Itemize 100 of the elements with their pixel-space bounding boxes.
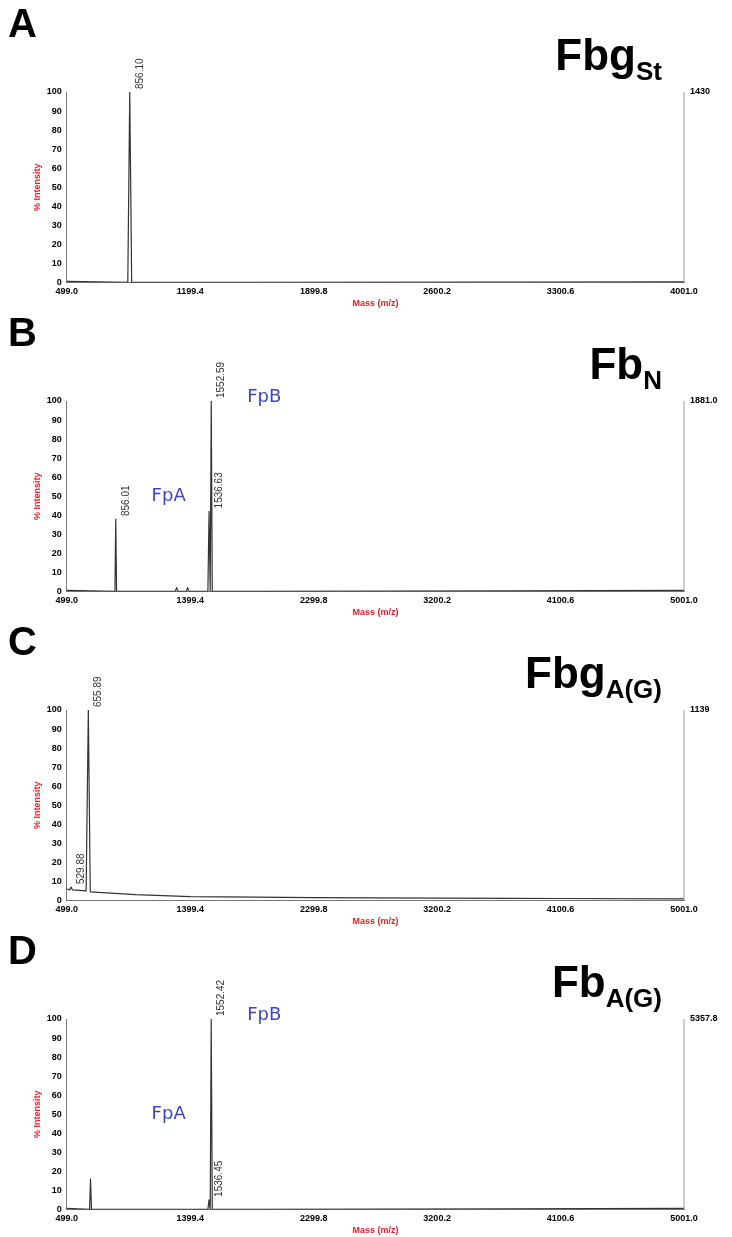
x-tick-label: 5001.0 [670, 904, 698, 915]
y-tick-label: 50 [51, 799, 62, 810]
chart-title: Fbg$_{A(G)}$ [525, 648, 662, 705]
text: 1881.0 [690, 395, 718, 406]
text: 1430 [690, 86, 711, 97]
y-axis-title: % Intensity [31, 472, 42, 520]
y-tick-label: 70 [51, 1070, 62, 1081]
x-tick-label: 4001.0 [670, 286, 698, 297]
y-tick-label: 50 [51, 181, 62, 192]
x-tick-label: 499.0 [55, 904, 79, 915]
annotation: 1536.63 [212, 471, 224, 509]
y-tick-label: 80 [51, 1051, 62, 1062]
annotation: 1536.45 [212, 1160, 224, 1197]
annotation: FpA [151, 483, 187, 505]
chart-title: Fbg$_{St}$ [555, 30, 662, 87]
x-tick-label: 1399.4 [176, 1213, 205, 1224]
y-tick-label: 30 [51, 219, 62, 230]
text: B [8, 310, 37, 355]
x-tick-label: 1399.4 [176, 904, 205, 915]
y-tick-label: 50 [51, 490, 62, 501]
x-tick-label: 1199.4 [176, 286, 204, 297]
x-tick-label: 4100.6 [546, 904, 575, 915]
y-tick-label: 20 [51, 1165, 62, 1176]
x-tick-label: 499.0 [55, 1213, 79, 1224]
chart-title: Fb$_{A(G)}$ [551, 957, 662, 1014]
x-tick-label: 2299.8 [299, 904, 328, 915]
text: C [8, 619, 37, 664]
y-tick-label: 100 [46, 1013, 62, 1024]
y-tick-label: 80 [51, 433, 62, 444]
annotation: FpB [247, 384, 282, 406]
y-axis-title: % Intensity [31, 1090, 42, 1138]
x-tick-label: 499.0 [55, 595, 79, 606]
annotation: 655.89 [92, 675, 104, 707]
x-tick-label: 3200.2 [423, 904, 451, 915]
y-tick-label: 90 [51, 414, 62, 425]
y-tick-label: 100 [46, 86, 62, 97]
y-tick-label: 40 [51, 1127, 62, 1138]
x-tick-label: 1899.8 [299, 286, 328, 297]
y-tick-label: 90 [51, 1032, 62, 1043]
y-tick-label: 100 [46, 395, 62, 406]
y-tick-label: 40 [51, 200, 62, 211]
y-axis-title: % Intensity [31, 163, 42, 211]
x-tick-label: 2299.8 [299, 595, 328, 606]
text: A [8, 1, 37, 46]
y-axis-title: % Intensity [31, 781, 42, 829]
y-tick-label: 10 [51, 1184, 62, 1195]
y-tick-label: 30 [51, 837, 62, 848]
x-tick-label: 2600.2 [423, 286, 451, 297]
y-tick-label: 40 [51, 509, 62, 520]
x-tick-label: 5001.0 [670, 1213, 698, 1224]
x-tick-label: 3200.2 [423, 1213, 451, 1224]
text: 5357.8 [690, 1013, 718, 1024]
y-tick-label: 10 [51, 566, 62, 577]
y-tick-label: 20 [51, 547, 62, 558]
annotation: 529.88 [74, 853, 86, 885]
y-tick-label: 80 [51, 124, 62, 135]
y-tick-label: 60 [51, 1089, 62, 1100]
annotation: FpA [151, 1101, 187, 1123]
x-tick-label: 3200.2 [423, 595, 451, 606]
y-tick-label: 80 [51, 742, 62, 753]
text: 1139 [690, 704, 710, 715]
y-tick-label: 90 [51, 723, 62, 734]
chart-title: Fb$_{N}$ [589, 339, 662, 396]
x-tick-label: 3300.6 [546, 286, 575, 297]
y-tick-label: 40 [51, 818, 62, 829]
y-tick-label: 0 [56, 1203, 62, 1214]
y-tick-label: 100 [46, 704, 62, 715]
y-tick-label: 70 [51, 452, 62, 463]
annotation: FpB [247, 1002, 282, 1024]
x-axis-title: Mass (m/z) [352, 298, 399, 309]
y-tick-label: 30 [51, 1146, 62, 1157]
y-tick-label: 10 [51, 875, 62, 886]
x-tick-label: 2299.8 [299, 1213, 328, 1224]
y-tick-label: 0 [56, 585, 62, 596]
y-tick-label: 0 [56, 894, 62, 905]
x-tick-label: 499.0 [55, 286, 79, 297]
y-tick-label: 50 [51, 1108, 62, 1119]
y-tick-label: 60 [51, 162, 62, 173]
x-axis-title: Mass (m/z) [352, 916, 399, 927]
y-tick-label: 60 [51, 471, 62, 482]
y-tick-label: 30 [51, 528, 62, 539]
x-tick-label: 4100.6 [546, 595, 575, 606]
y-tick-label: 0 [56, 276, 62, 287]
y-tick-label: 20 [51, 238, 62, 249]
annotation: 856.10 [133, 57, 145, 89]
x-tick-label: 1399.4 [176, 595, 205, 606]
y-tick-label: 20 [51, 856, 62, 867]
y-tick-label: 70 [51, 143, 62, 154]
y-tick-label: 60 [51, 780, 62, 791]
x-tick-label: 5001.0 [670, 595, 698, 606]
x-tick-label: 4100.6 [546, 1213, 575, 1224]
annotation: 856.01 [119, 485, 131, 517]
text: D [8, 928, 37, 973]
y-tick-label: 90 [51, 105, 62, 116]
x-axis-title: Mass (m/z) [352, 1225, 399, 1236]
annotation: 1552.59 [215, 361, 226, 398]
y-tick-label: 10 [51, 257, 62, 268]
y-tick-label: 70 [51, 761, 62, 772]
annotation: 1552.42 [214, 979, 226, 1016]
x-axis-title: Mass (m/z) [352, 607, 399, 618]
